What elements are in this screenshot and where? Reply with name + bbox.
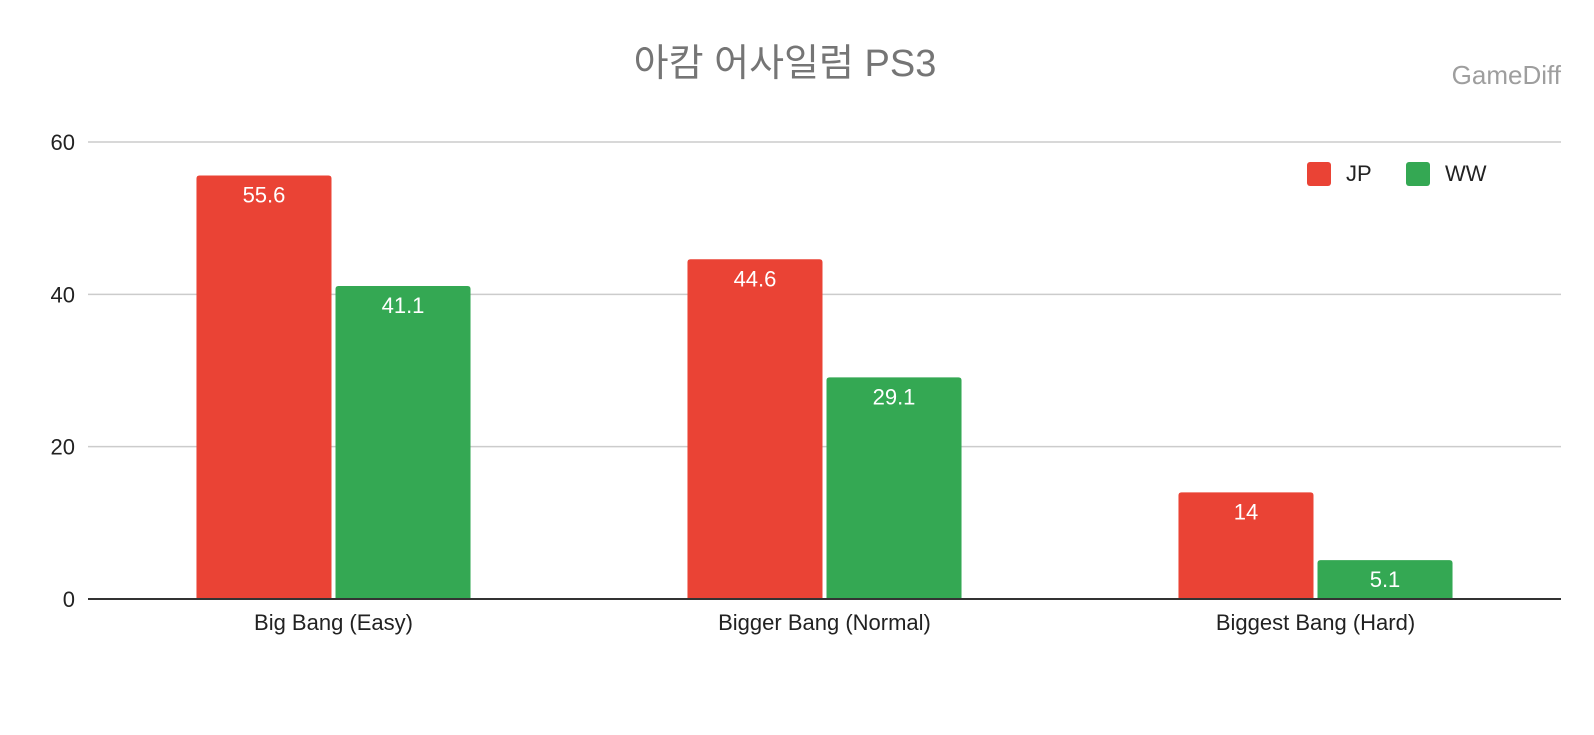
y-tick-label: 0	[63, 587, 75, 612]
data-labels: 55.6 41.1 44.6 29.1 14 5.1	[243, 183, 1401, 593]
bars	[196, 175, 1453, 599]
bar-jp-3	[1178, 492, 1314, 599]
legend-label: JP	[1346, 161, 1372, 186]
bar-jp-2	[687, 259, 823, 599]
axes: 0 20 40 60 Big Bang (Easy) Bigger Bang (Norma…	[51, 130, 1561, 635]
x-tick-label: Big Bang (Easy)	[254, 610, 413, 635]
y-tick-label: 60	[51, 130, 75, 155]
data-label: 29.1	[873, 384, 916, 409]
bar-ww-2	[826, 377, 962, 599]
data-label: 5.1	[1370, 567, 1401, 592]
bar-jp-1	[196, 175, 332, 599]
data-label: 44.6	[734, 266, 777, 291]
watermark-text: GameDiff	[1452, 60, 1562, 90]
legend-swatch-jp	[1307, 162, 1331, 186]
data-label: 41.1	[382, 293, 425, 318]
y-tick-label: 20	[51, 435, 75, 460]
bar-ww-1	[335, 285, 471, 599]
y-tick-label: 40	[51, 282, 75, 307]
gridlines	[88, 141, 1561, 448]
data-label: 55.6	[243, 183, 286, 208]
data-label: 14	[1234, 499, 1258, 524]
legend-label: WW	[1445, 161, 1487, 186]
legend-swatch-ww	[1406, 162, 1430, 186]
chart-title: 아캄 어사일럼 PS3	[634, 43, 937, 85]
bar-ww-3	[1317, 560, 1453, 599]
x-tick-label: Bigger Bang (Normal)	[718, 610, 931, 635]
legend: JP WW	[1307, 161, 1487, 186]
x-tick-label: Biggest Bang (Hard)	[1216, 610, 1415, 635]
